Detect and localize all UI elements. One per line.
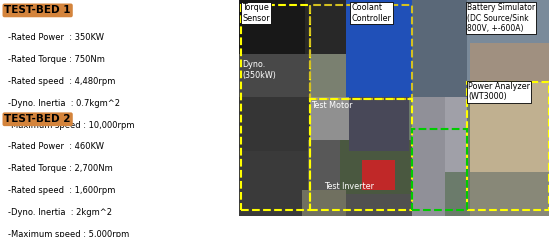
FancyBboxPatch shape: [239, 151, 310, 216]
FancyBboxPatch shape: [469, 82, 549, 173]
Text: -Maximum speed : 5,000rpm: -Maximum speed : 5,000rpm: [8, 230, 129, 237]
FancyBboxPatch shape: [362, 160, 395, 190]
FancyBboxPatch shape: [307, 140, 362, 216]
FancyBboxPatch shape: [346, 0, 412, 97]
Text: TEST-BED 2: TEST-BED 2: [4, 114, 71, 124]
Text: -Rated Torque : 750Nm: -Rated Torque : 750Nm: [8, 55, 105, 64]
Text: -Rated speed  : 4,480rpm: -Rated speed : 4,480rpm: [8, 77, 116, 87]
FancyBboxPatch shape: [305, 0, 349, 54]
FancyBboxPatch shape: [341, 140, 418, 194]
Text: -Maximum speed : 10,000rpm: -Maximum speed : 10,000rpm: [8, 121, 135, 130]
Text: -Rated Power  : 460KW: -Rated Power : 460KW: [8, 142, 104, 151]
Text: TEST-BED 1: TEST-BED 1: [4, 5, 71, 15]
FancyBboxPatch shape: [310, 54, 354, 97]
Text: -Rated Torque : 2,700Nm: -Rated Torque : 2,700Nm: [8, 164, 113, 173]
Text: -Dyno. Inertia  : 0.7kgm^2: -Dyno. Inertia : 0.7kgm^2: [8, 99, 120, 108]
Text: Battery Simulator
(DC Source/Sink
800V, +-600A): Battery Simulator (DC Source/Sink 800V, …: [467, 3, 535, 33]
Text: -Rated Power  : 350KW: -Rated Power : 350KW: [8, 33, 104, 42]
Text: Coolant
Controller: Coolant Controller: [352, 3, 392, 23]
Text: Dyno.
(350kW): Dyno. (350kW): [242, 60, 276, 80]
FancyBboxPatch shape: [239, 97, 310, 151]
Text: Power Analyzer
(WT3000): Power Analyzer (WT3000): [468, 82, 530, 101]
FancyBboxPatch shape: [349, 97, 409, 151]
Text: Test Inverter: Test Inverter: [324, 182, 374, 191]
FancyBboxPatch shape: [469, 173, 549, 216]
FancyBboxPatch shape: [445, 0, 467, 173]
FancyBboxPatch shape: [239, 0, 549, 97]
Text: Torque
Sensor: Torque Sensor: [242, 3, 270, 23]
FancyBboxPatch shape: [412, 0, 467, 97]
FancyBboxPatch shape: [346, 194, 412, 216]
FancyBboxPatch shape: [302, 190, 346, 216]
FancyBboxPatch shape: [239, 0, 549, 216]
FancyBboxPatch shape: [469, 43, 549, 82]
FancyBboxPatch shape: [0, 0, 239, 216]
Text: -Rated speed  : 1,600rpm: -Rated speed : 1,600rpm: [8, 186, 116, 195]
FancyBboxPatch shape: [239, 54, 349, 97]
FancyBboxPatch shape: [310, 97, 354, 140]
Text: -Dyno. Inertia  : 2kgm^2: -Dyno. Inertia : 2kgm^2: [8, 208, 112, 217]
FancyBboxPatch shape: [412, 0, 445, 216]
FancyBboxPatch shape: [239, 0, 305, 54]
Text: Test Motor: Test Motor: [311, 101, 353, 110]
